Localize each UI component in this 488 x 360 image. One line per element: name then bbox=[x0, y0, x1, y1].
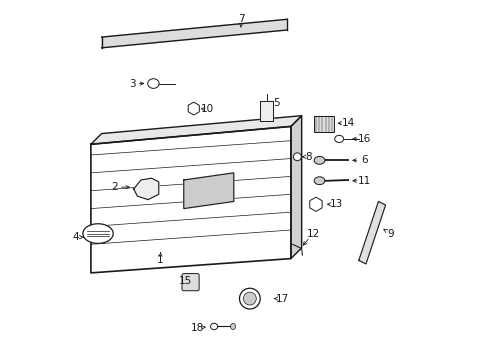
FancyBboxPatch shape bbox=[313, 116, 333, 132]
Ellipse shape bbox=[82, 224, 113, 243]
Ellipse shape bbox=[243, 292, 256, 305]
Text: 12: 12 bbox=[306, 229, 319, 239]
Text: 3: 3 bbox=[128, 78, 135, 89]
FancyBboxPatch shape bbox=[182, 274, 199, 291]
Ellipse shape bbox=[239, 288, 260, 309]
Text: 8: 8 bbox=[304, 152, 311, 162]
Polygon shape bbox=[309, 197, 322, 211]
Ellipse shape bbox=[313, 157, 324, 164]
Text: 2: 2 bbox=[111, 182, 117, 192]
Polygon shape bbox=[188, 102, 199, 115]
Text: 4: 4 bbox=[72, 232, 79, 242]
Text: 13: 13 bbox=[329, 199, 343, 209]
Polygon shape bbox=[102, 19, 287, 48]
Text: 6: 6 bbox=[360, 156, 366, 165]
Text: 14: 14 bbox=[341, 118, 354, 128]
Text: 16: 16 bbox=[357, 134, 370, 144]
Text: 10: 10 bbox=[200, 104, 213, 114]
Ellipse shape bbox=[210, 323, 217, 330]
Ellipse shape bbox=[147, 79, 159, 88]
Polygon shape bbox=[259, 102, 273, 121]
Text: 7: 7 bbox=[237, 14, 244, 24]
Polygon shape bbox=[91, 116, 301, 144]
Polygon shape bbox=[91, 126, 290, 273]
Text: 1: 1 bbox=[157, 255, 163, 265]
Ellipse shape bbox=[230, 323, 235, 329]
Text: 18: 18 bbox=[190, 323, 203, 333]
Ellipse shape bbox=[293, 153, 301, 161]
Polygon shape bbox=[183, 173, 233, 208]
Polygon shape bbox=[134, 178, 159, 200]
Ellipse shape bbox=[313, 177, 324, 185]
Text: 11: 11 bbox=[357, 176, 370, 186]
Text: 15: 15 bbox=[179, 276, 192, 286]
Ellipse shape bbox=[334, 135, 343, 143]
Polygon shape bbox=[290, 116, 301, 258]
Text: 9: 9 bbox=[386, 229, 393, 239]
Text: 5: 5 bbox=[273, 98, 280, 108]
Text: 17: 17 bbox=[275, 294, 288, 303]
Polygon shape bbox=[358, 202, 385, 264]
